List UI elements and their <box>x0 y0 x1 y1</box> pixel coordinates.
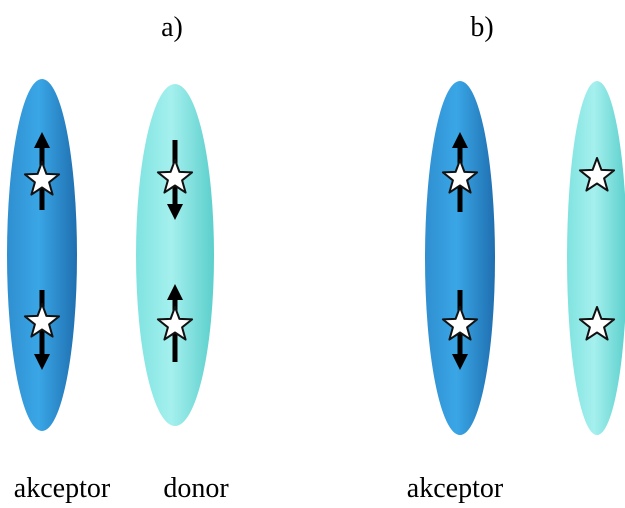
panel-label: a) <box>161 12 183 43</box>
molecule <box>7 79 77 431</box>
panel-label: b) <box>470 12 493 43</box>
molecule <box>136 84 214 426</box>
molecule-label: akceptor <box>14 473 111 504</box>
molecule-label: akceptor <box>407 473 504 504</box>
molecule <box>567 81 625 435</box>
diagram: a) b) akceptor donor akceptor <box>0 0 625 508</box>
molecule <box>425 81 495 435</box>
molecule-label: donor <box>163 473 229 504</box>
